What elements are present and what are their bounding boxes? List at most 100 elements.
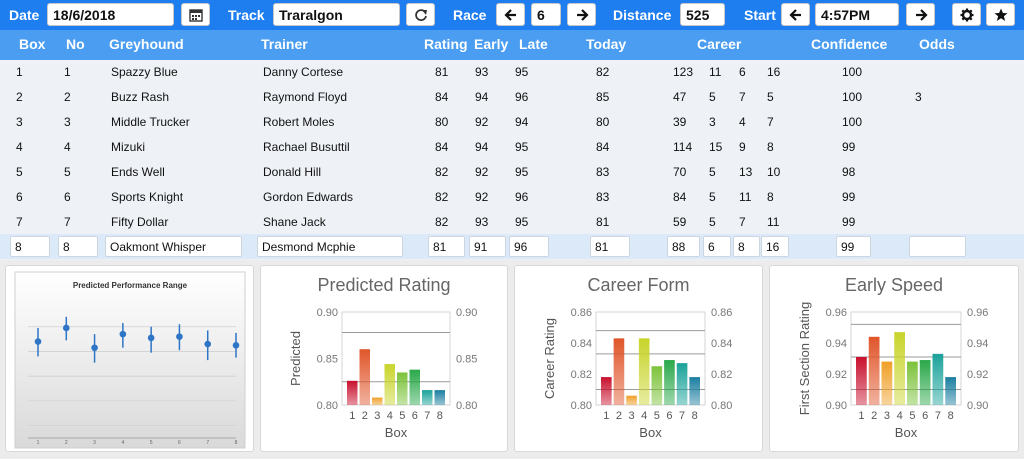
col-no[interactable]: No [66, 36, 85, 52]
favorite-button[interactable] [986, 3, 1015, 26]
edit-early[interactable]: 91 [469, 236, 506, 257]
cell-confidence: 100 [842, 115, 863, 129]
x-tick-label: 2 [616, 410, 622, 422]
cell-rating: 84 [435, 90, 449, 104]
bar [397, 372, 408, 405]
col-odds[interactable]: Odds [919, 36, 955, 52]
bar [689, 377, 700, 405]
edit-confidence[interactable]: 99 [836, 236, 871, 257]
date-input[interactable]: 18/6/2018 [47, 3, 174, 26]
x-tick-label: 7 [206, 440, 209, 446]
gear-icon [960, 8, 973, 22]
table-row[interactable]: 2 2 Buzz Rash Raymond Floyd 84 94 96 85 … [0, 85, 1024, 110]
bar [651, 366, 663, 405]
x-axis-label: Box [639, 425, 662, 440]
race-next-button[interactable] [567, 3, 596, 26]
cell-career-wins: 5 [709, 190, 716, 204]
settings-button[interactable] [952, 3, 981, 26]
col-today[interactable]: Today [586, 36, 627, 52]
col-box[interactable]: Box [19, 36, 46, 52]
cell-career-starts: 39 [673, 115, 687, 129]
predicted-rating-chart: 0.80 0.80 0.85 0.85 0.90 0.90 1 2 3 4 5 6 7 8 Box Predi… [288, 307, 477, 440]
edit-today[interactable]: 81 [590, 236, 630, 257]
edit-late[interactable]: 96 [509, 236, 549, 257]
bar [384, 364, 395, 405]
edit-odds[interactable] [909, 236, 966, 257]
y-tick-label: 0.80 [571, 400, 592, 412]
cell-late: 96 [515, 190, 529, 204]
col-rating[interactable]: Rating [424, 36, 468, 52]
cell-confidence: 100 [842, 65, 863, 79]
cell-rating: 81 [435, 65, 449, 79]
col-early[interactable]: Early [474, 36, 509, 52]
y-axis-label: Career Rating [542, 318, 557, 399]
table-row[interactable]: 1 1 Spazzy Blue Danny Cortese 81 93 95 8… [0, 60, 1024, 85]
table-row[interactable]: 7 7 Fifty Dollar Shane Jack 82 93 95 81 … [0, 210, 1024, 235]
bar [945, 377, 956, 405]
race-label: Race [453, 7, 487, 23]
table-row[interactable]: 3 3 Middle Trucker Robert Moles 80 92 94… [0, 110, 1024, 135]
cell-today: 83 [596, 190, 610, 204]
cell-career-thirds: 16 [767, 65, 781, 79]
y-tick-label: 0.85 [317, 354, 338, 366]
cell-career-starts: 70 [673, 165, 687, 179]
star-icon [994, 8, 1007, 21]
col-trainer[interactable]: Trainer [261, 36, 308, 52]
calendar-icon [188, 9, 203, 22]
cell-career-thirds: 10 [767, 165, 781, 179]
cell-career-wins: 5 [709, 90, 716, 104]
bar [422, 390, 433, 405]
y2-tick-label: 0.96 [967, 307, 988, 319]
edit-career-seconds[interactable]: 8 [733, 236, 760, 257]
x-tick-label: 1 [603, 410, 609, 422]
col-confidence[interactable]: Confidence [811, 36, 888, 52]
col-career[interactable]: Career [697, 36, 742, 52]
refresh-button[interactable] [406, 3, 435, 26]
edit-trainer[interactable]: Desmond Mcphie [257, 236, 403, 257]
runner-table: 1 1 Spazzy Blue Danny Cortese 81 93 95 8… [0, 60, 1024, 260]
bar [626, 395, 637, 405]
bar [359, 349, 370, 405]
table-row-editing[interactable]: 8 8 Oakmont Whisper Desmond Mcphie 81 91… [0, 234, 1024, 259]
cell-greyhound: Buzz Rash [111, 90, 170, 104]
cell-career-seconds: 13 [739, 165, 753, 179]
bar [601, 377, 612, 405]
data-point [91, 344, 98, 352]
cell-today: 81 [596, 215, 610, 229]
start-next-button[interactable] [906, 3, 935, 26]
start-prev-button[interactable] [781, 3, 810, 26]
cell-career-wins: 5 [709, 215, 716, 229]
x-axis-label: Box [385, 425, 408, 440]
table-row[interactable]: 6 6 Sports Knight Gordon Edwards 82 92 9… [0, 185, 1024, 210]
edit-career-thirds[interactable]: 16 [761, 236, 789, 257]
y2-tick-label: 0.92 [967, 369, 988, 381]
edit-box[interactable]: 8 [10, 236, 50, 257]
bar [664, 360, 675, 405]
start-time-input[interactable]: 4:57PM [815, 3, 899, 26]
col-late[interactable]: Late [519, 36, 548, 52]
calendar-button[interactable] [181, 3, 210, 26]
table-row[interactable]: 5 5 Ends Well Donald Hill 82 92 95 83 70… [0, 160, 1024, 185]
edit-rating[interactable]: 81 [428, 236, 465, 257]
x-tick-label: 5 [399, 410, 405, 422]
y2-tick-label: 0.80 [456, 400, 477, 412]
col-greyhound[interactable]: Greyhound [109, 36, 184, 52]
cell-confidence: 100 [842, 90, 863, 104]
cell-career-wins: 15 [709, 140, 723, 154]
cell-career-thirds: 8 [767, 140, 774, 154]
race-input[interactable]: 6 [531, 3, 561, 26]
y2-tick-label: 0.94 [967, 338, 988, 350]
edit-career-wins[interactable]: 6 [703, 236, 731, 257]
edit-greyhound[interactable]: Oakmont Whisper [105, 236, 242, 257]
cell-no: 5 [64, 165, 71, 179]
table-row[interactable]: 4 4 Mizuki Rachael Busuttil 84 94 95 84 … [0, 135, 1024, 160]
distance-input[interactable]: 525 [680, 3, 725, 26]
track-input[interactable]: Traralgon [273, 3, 400, 26]
career-form-panel: Career Form 0.80 0.80 0.82 0.82 0.84 0.84 0.86… [514, 265, 763, 452]
edit-no[interactable]: 8 [58, 236, 98, 257]
cell-early: 93 [475, 215, 489, 229]
edit-career-starts[interactable]: 88 [667, 236, 700, 257]
y-tick-label: 0.90 [826, 400, 847, 412]
x-tick-label: 5 [909, 410, 915, 422]
race-prev-button[interactable] [496, 3, 525, 26]
